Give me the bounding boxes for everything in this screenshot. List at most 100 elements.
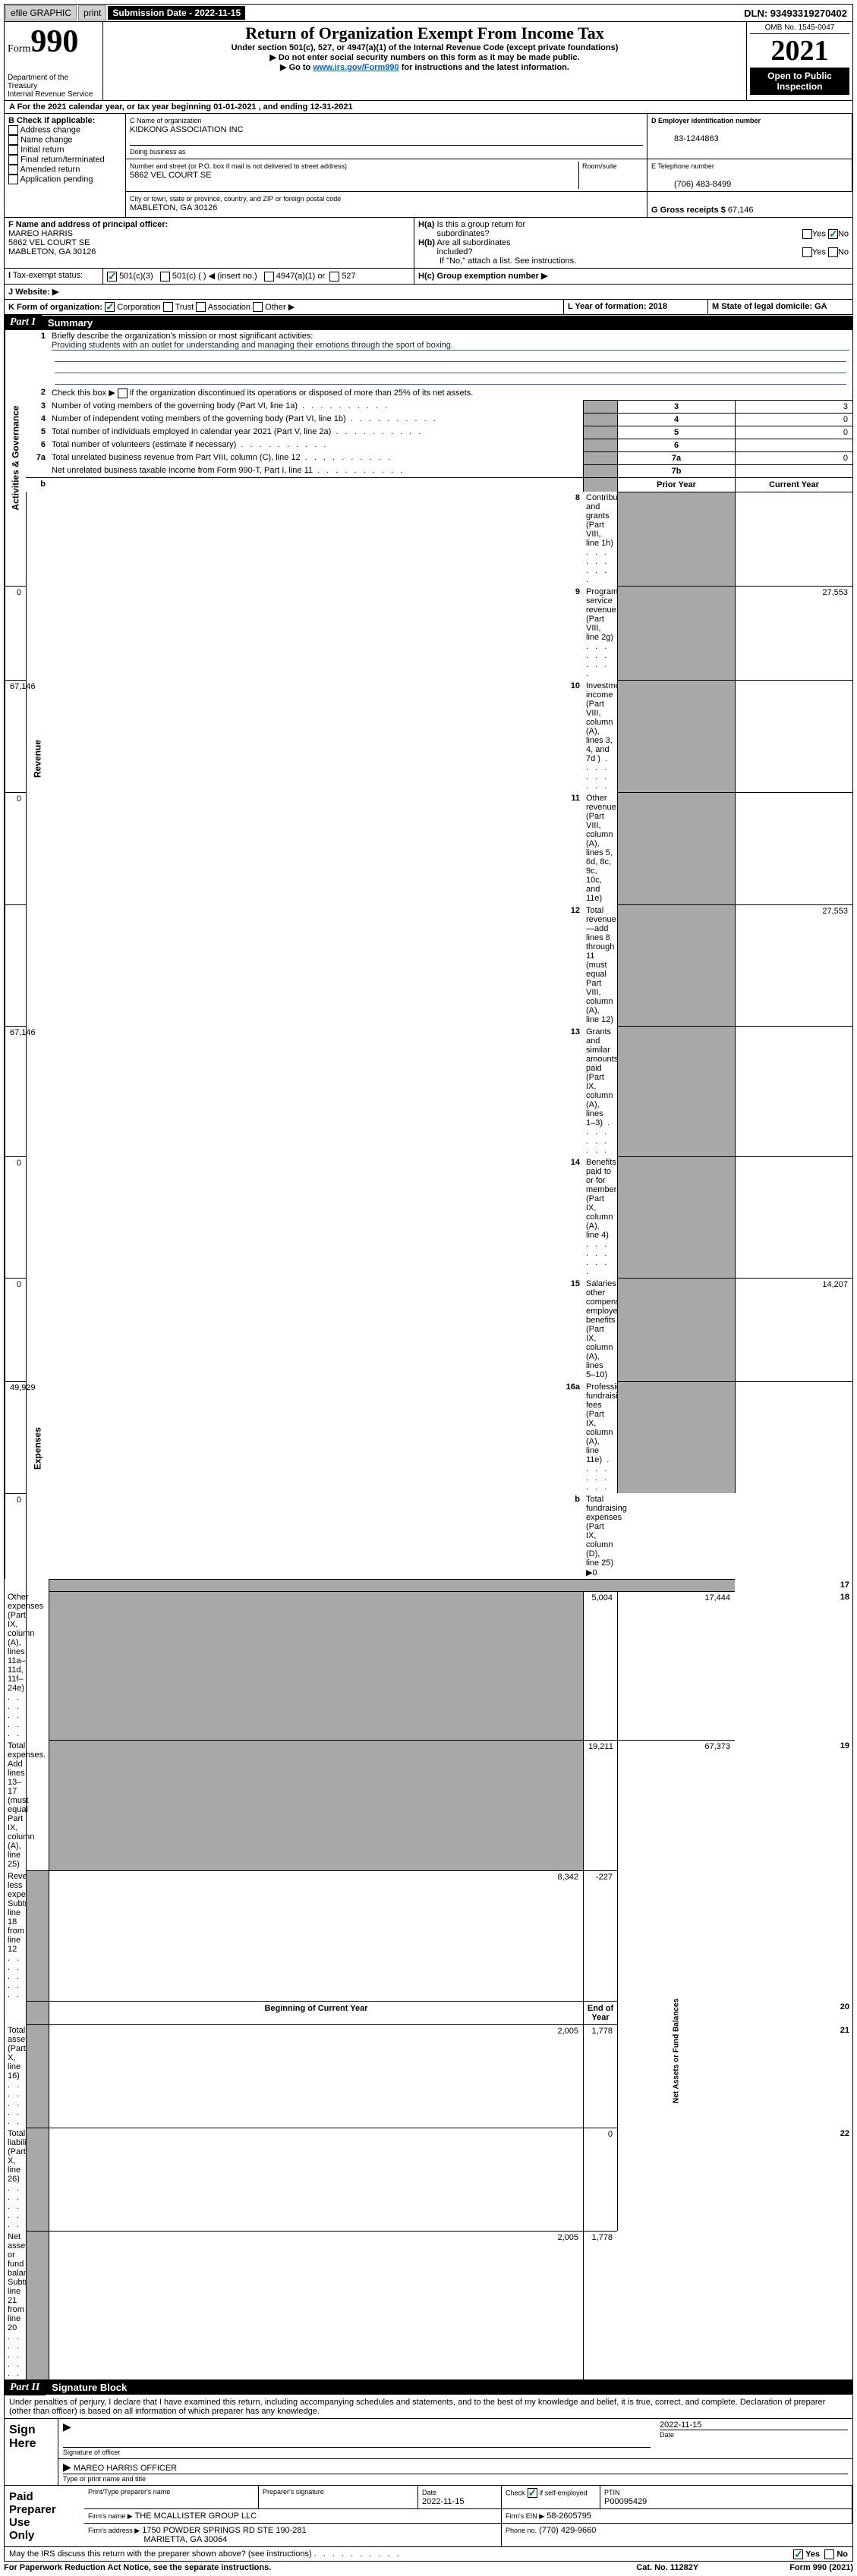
line9: Program service revenue (Part VIII, line… [583,586,617,680]
hb-yes[interactable] [802,247,812,257]
line13: Grants and similar amounts paid (Part IX… [583,1026,617,1156]
cb-527[interactable] [329,272,339,282]
sign-here-label: Sign Here [5,2419,59,2485]
dept-label: Department of the Treasury [8,74,99,90]
box-g: G Gross receipts $ 67,146 [647,192,852,217]
form-subtitle2: ▶ Do not enter social security numbers o… [106,52,743,62]
line7a: Total unrelated business revenue from Pa… [49,451,583,464]
box-k: K Form of organization: Corporation Trus… [5,300,564,315]
checkbox-app-pending[interactable] [8,175,18,184]
line5: Total number of individuals employed in … [49,426,583,439]
line4: Number of independent voting members of … [49,413,583,426]
tax-year: 2021 [750,34,849,68]
checkbox-name-change[interactable] [8,135,18,145]
row-j: J Website: ▶ [4,285,853,300]
line15: Salaries, other compensation, employee b… [583,1278,617,1381]
line8: Contributions and grants (Part VIII, lin… [583,492,617,586]
cb-assoc[interactable] [196,302,206,312]
submission-date: Submission Date - 2022-11-15 [108,6,245,20]
form-number: 990 [30,24,78,59]
checkbox-initial[interactable] [8,145,18,155]
line10: Investment income (Part VIII, column (A)… [583,680,617,792]
cb-line2[interactable] [118,388,128,398]
entity-block: B Check if applicable: Address change Na… [4,114,853,218]
fh-block: F Name and address of principal officer:… [4,218,853,269]
irs-label: Internal Revenue Service [8,90,99,99]
cb-4947[interactable] [264,272,274,282]
part1-header: Part I Summary [4,315,853,330]
line1: Briefly describe the organization's miss… [49,330,852,386]
vlabel-rev: Revenue [26,492,49,1026]
box-c-addr: Number and street (or P.O. box if mail i… [126,159,647,192]
cb-other[interactable] [253,302,263,312]
part2-header: Part II Signature Block [4,2380,853,2395]
form-subtitle3: ▶ Go to www.irs.gov/Form990 for instruct… [106,62,743,72]
col-curr: Current Year [735,477,852,492]
form-subtitle1: Under section 501(c), 527, or 4947(a)(1)… [106,43,743,52]
checkbox-addr-change[interactable] [8,125,18,135]
box-i-opts: 501(c)(3) 501(c) ( ) ◀ (insert no.) 4947… [103,269,414,284]
line12: Total revenue—add lines 8 through 11 (mu… [583,904,617,1026]
checkbox-final[interactable] [8,155,18,165]
row-klm: K Form of organization: Corporation Trus… [4,300,853,316]
vlabel-exp: Expenses [26,1026,49,1870]
line19: Revenue less expenses. Subtract line 18 … [5,1870,26,2001]
cb-discuss-yes[interactable] [793,2549,803,2559]
box-d: D Employer identification number 83-1244… [647,114,852,159]
box-l: L Year of formation: 2018 [564,300,708,315]
form-label: Form [8,43,30,55]
paid-prep-label: Paid Preparer Use Only [5,2486,59,2546]
ha-no[interactable] [828,229,838,239]
row-a-tax-year: A For the 2021 calendar year, or tax yea… [4,101,853,114]
declaration: Under penalties of perjury, I declare th… [5,2395,852,2418]
line21: Total liabilities (Part X, line 26) [5,2128,26,2231]
cb-501c[interactable] [160,272,170,282]
box-j: J Website: ▶ [5,285,852,299]
may-irs-row: May the IRS discuss this return with the… [5,2546,852,2561]
line14: Benefits paid to or for members (Part IX… [583,1156,617,1278]
col-beg: Beginning of Current Year [49,2001,583,2024]
top-bar: efile GRAPHIC print Submission Date - 20… [4,4,853,22]
cb-self-emp[interactable] [528,2488,537,2498]
omb-number: OMB No. 1545-0047 [750,24,849,34]
cb-corp[interactable] [105,302,115,312]
vlabel-gov: Activities & Governance [5,330,26,586]
line6: Total number of volunteers (estimate if … [49,439,583,451]
irs-link[interactable]: www.irs.gov/Form990 [313,63,399,72]
cb-discuss-no[interactable] [824,2549,834,2559]
efile-button[interactable]: efile GRAPHIC [5,5,77,20]
vlabel-net: Net Assets or Fund Balances [617,1870,735,2231]
hb-no[interactable] [828,247,838,257]
checkbox-amended[interactable] [8,165,18,175]
box-e: E Telephone number (706) 483-8499 [647,159,852,192]
line7b: Net unrelated business taxable income fr… [49,464,583,477]
line20: Total assets (Part X, line 16) [5,2024,26,2128]
form-header: Form990 Department of the Treasury Inter… [4,22,853,101]
box-hc: H(c) Group exemption number ▶ [414,269,852,284]
line3: Number of voting members of the governin… [49,400,583,413]
signature-block: Under penalties of perjury, I declare th… [4,2395,853,2562]
col-prior: Prior Year [617,477,735,492]
line2: Check this box ▶ if the organization dis… [49,386,852,400]
box-i-lbl: I Tax-exempt status: [5,269,103,284]
form-title: Return of Organization Exempt From Incom… [106,24,743,43]
box-h: H(a) Is this a group return for subordin… [414,218,852,268]
col-end: End of Year [583,2001,617,2024]
ha-yes[interactable] [802,229,812,239]
cb-trust[interactable] [163,302,173,312]
print-button[interactable]: print [78,5,106,20]
box-b: B Check if applicable: Address change Na… [5,114,126,217]
box-f: F Name and address of principal officer:… [5,218,414,268]
box-c-city: City or town, state or province, country… [126,192,647,217]
line17: Other expenses (Part IX, column (A), lin… [5,1591,26,1740]
open-public-badge: Open to Public Inspection [750,68,849,95]
line11: Other revenue (Part VIII, column (A), li… [583,792,617,904]
box-c-name: C Name of organization KIDKONG ASSOCIATI… [126,114,647,159]
part1-grid: Activities & Governance 1 Briefly descri… [4,330,853,2380]
cb-501c3[interactable] [107,272,117,282]
arrow-icon: ▶ [63,2461,71,2473]
line18: Total expenses. Add lines 13–17 (must eq… [5,1740,26,1870]
dln: DLN: 93493319270402 [739,6,852,20]
box-m: M State of legal domicile: GA [708,300,852,315]
line16a: Professional fundraising fees (Part IX, … [583,1381,617,1493]
